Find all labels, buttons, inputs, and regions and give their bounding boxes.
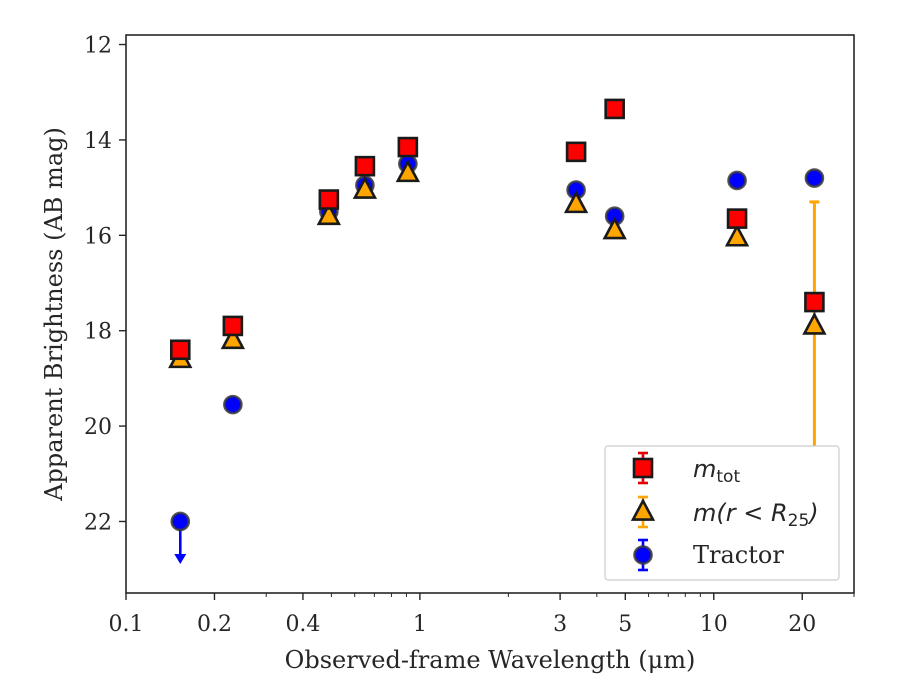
upper-limit-arrowhead [174, 554, 187, 564]
marker-circle [804, 168, 825, 188]
y-tick-label: 18 [84, 320, 112, 345]
marker-triangle [316, 202, 342, 226]
marker-circle [727, 170, 747, 191]
marker-square [804, 291, 825, 313]
x-tick-label: 10 [700, 612, 728, 637]
plot-frame [125, 34, 855, 594]
marker-triangle [395, 159, 421, 183]
x-tick-label: 1 [413, 612, 427, 637]
data-marks [168, 98, 827, 564]
y-axis-label: Apparent Brightness (AB mag) [40, 127, 68, 502]
y-tick-label: 16 [84, 224, 112, 249]
marker-triangle [802, 312, 827, 335]
axis-ticks: 0.1 0.2 0.4 1 3 5 10 20 12 14 16 18 20 22 [84, 34, 855, 637]
y-tick-label: 14 [84, 129, 112, 154]
legend-label: mtot [693, 455, 740, 487]
x-tick-label: 0.1 [109, 612, 144, 637]
marker-square [397, 136, 419, 158]
marker-square [222, 315, 244, 337]
x-tick-label: 0.2 [197, 612, 232, 637]
legend-frame [604, 445, 840, 581]
legend-marker-circle [633, 545, 653, 565]
marker-triangle [352, 176, 378, 199]
marker-triangle [724, 223, 750, 247]
x-tick-label: 3 [553, 612, 567, 637]
marker-circle [223, 394, 243, 415]
marker-square [604, 98, 625, 120]
marker-square [354, 155, 376, 177]
marker-square [169, 339, 191, 361]
marker-square [726, 208, 748, 229]
marker-triangle [563, 190, 589, 214]
x-tick-label: 20 [788, 612, 816, 637]
marker-circle [170, 511, 191, 532]
marker-square [318, 189, 340, 210]
y-tick-label: 20 [84, 415, 112, 440]
legend-label: Tractor [693, 541, 784, 569]
legend: mtot m(r < R25) Tractor [604, 445, 840, 581]
x-tick-label: 0.4 [285, 612, 320, 637]
y-tick-label: 22 [84, 510, 112, 535]
marker-triangle [220, 326, 246, 350]
marker-square [565, 141, 587, 163]
marker-triangle [602, 216, 627, 240]
legend-marker-square [632, 457, 654, 479]
y-tick-label: 12 [84, 34, 112, 59]
legend-label: m(r < R25) [693, 499, 819, 531]
x-axis-label: Observed-frame Wavelength (μm) [285, 646, 696, 674]
legend-marker-triangle [630, 498, 656, 521]
x-tick-label: 5 [618, 612, 632, 637]
